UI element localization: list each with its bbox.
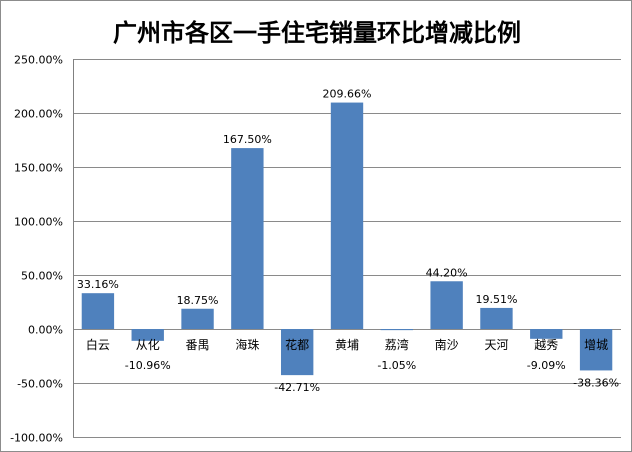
data-labels: 33.16% -10.96% 18.75% 167.50% -42.71% 209.66%… [77,88,619,395]
y-tick-label: 100.00% [14,216,63,229]
y-axis-tick-labels: 250.00% 200.00% 150.00% 100.00% 50.00% 0.00% -… [10,54,63,445]
bar [280,329,314,376]
chart-title: 广州市各区一手住宅销量环比增减比例 [113,18,521,47]
data-label: -1.05% [377,359,416,372]
category-label: 增城 [584,338,608,352]
category-label: 黄埔 [335,338,359,352]
data-label: 167.50% [223,133,272,146]
category-label: 番禺 [186,338,210,352]
y-tick-label: -100.00% [10,432,63,445]
category-label: 海珠 [235,337,259,352]
bar [579,329,613,371]
bar [480,307,513,329]
category-label: 白云 [86,337,110,352]
y-tick-label: 50.00% [21,270,63,283]
data-label: -9.09% [527,359,566,372]
data-label: 19.51% [475,293,517,306]
data-label: 44.20% [426,266,468,279]
data-label: -10.96% [125,359,171,372]
y-tick-label: 250.00% [14,54,63,67]
data-label: -38.36% [573,376,619,389]
category-label: 从化 [136,338,160,352]
bar [81,293,115,329]
y-tick-label: 150.00% [14,162,63,175]
data-label: 18.75% [177,294,219,307]
category-labels: 白云 从化 番禺 海珠 花都 黄埔 荔湾 南沙 天河 越秀 增城 [86,337,608,352]
data-label: 33.16% [77,278,119,291]
bars [81,102,613,376]
category-label: 天河 [484,338,508,352]
category-label: 花都 [285,337,309,352]
category-label: 南沙 [435,337,459,352]
data-label: -42.71% [274,381,320,394]
category-label: 荔湾 [385,337,409,352]
bar [330,102,364,329]
bar [380,329,414,331]
data-label: 209.66% [323,88,372,101]
y-tick-label: -50.00% [17,378,63,391]
bar [231,148,264,329]
y-tick-label: 0.00% [28,324,63,337]
bar [131,329,164,341]
bar [430,281,463,329]
category-label: 越秀 [534,338,558,352]
bar [181,308,214,329]
y-tick-label: 200.00% [14,108,63,121]
bar [530,329,563,339]
